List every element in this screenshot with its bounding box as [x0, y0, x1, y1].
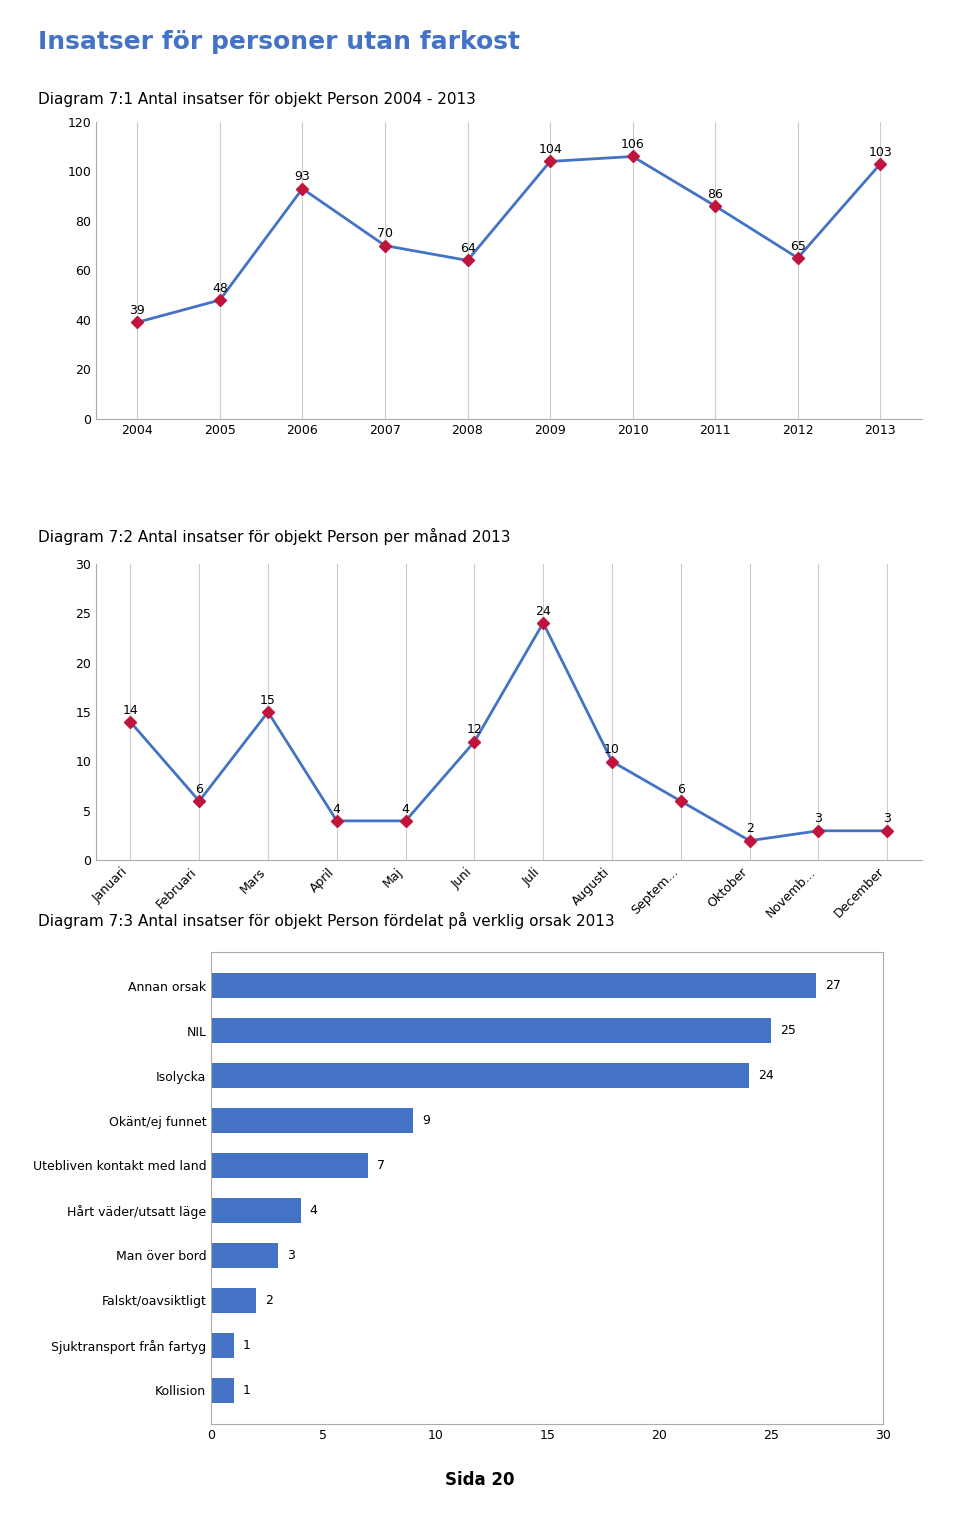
- Bar: [211, 1288, 256, 1313]
- Bar: [211, 1063, 749, 1087]
- Text: 12: 12: [467, 723, 482, 736]
- Text: 39: 39: [130, 305, 145, 317]
- Text: 104: 104: [539, 143, 562, 155]
- Text: Insatser för personer utan farkost: Insatser för personer utan farkost: [38, 30, 520, 55]
- Bar: [211, 973, 816, 998]
- Text: 3: 3: [883, 812, 891, 825]
- Text: 14: 14: [123, 704, 138, 716]
- Text: 15: 15: [260, 693, 276, 707]
- Text: 106: 106: [621, 139, 644, 151]
- Bar: [211, 1019, 771, 1043]
- Text: 7: 7: [377, 1159, 385, 1173]
- Text: 4: 4: [401, 803, 410, 815]
- Text: 1: 1: [243, 1384, 251, 1397]
- Bar: [211, 1109, 413, 1133]
- Text: 25: 25: [780, 1023, 796, 1037]
- Text: 65: 65: [790, 239, 805, 253]
- Text: 103: 103: [869, 146, 892, 158]
- Text: 2: 2: [265, 1295, 273, 1307]
- Text: 64: 64: [460, 242, 475, 254]
- Text: 3: 3: [287, 1249, 296, 1263]
- Text: 1: 1: [243, 1339, 251, 1352]
- Bar: [211, 1378, 233, 1403]
- Text: 93: 93: [295, 171, 310, 183]
- Bar: [211, 1199, 300, 1223]
- Text: 10: 10: [604, 743, 620, 755]
- Text: 9: 9: [421, 1113, 430, 1127]
- Text: 24: 24: [536, 605, 551, 617]
- Text: Diagram 7:3 Antal insatser för objekt Person fördelat på verklig orsak 2013: Diagram 7:3 Antal insatser för objekt Pe…: [38, 912, 615, 929]
- Bar: [211, 1333, 233, 1357]
- Text: 4: 4: [310, 1203, 318, 1217]
- Text: 3: 3: [814, 812, 823, 825]
- Bar: [211, 1243, 278, 1267]
- Text: 70: 70: [377, 227, 393, 241]
- Text: 86: 86: [708, 187, 723, 201]
- Text: Diagram 7:1 Antal insatser för objekt Person 2004 - 2013: Diagram 7:1 Antal insatser för objekt Pe…: [38, 91, 476, 107]
- Text: 6: 6: [195, 783, 204, 795]
- Text: Sida 20: Sida 20: [445, 1471, 515, 1489]
- Bar: [211, 1153, 368, 1177]
- Text: 6: 6: [677, 783, 684, 795]
- Text: 4: 4: [333, 803, 341, 815]
- Text: 24: 24: [757, 1069, 774, 1081]
- Text: 48: 48: [212, 282, 228, 294]
- Text: 2: 2: [746, 822, 754, 835]
- Text: 27: 27: [825, 979, 841, 991]
- Text: Diagram 7:2 Antal insatser för objekt Person per månad 2013: Diagram 7:2 Antal insatser för objekt Pe…: [38, 528, 511, 545]
